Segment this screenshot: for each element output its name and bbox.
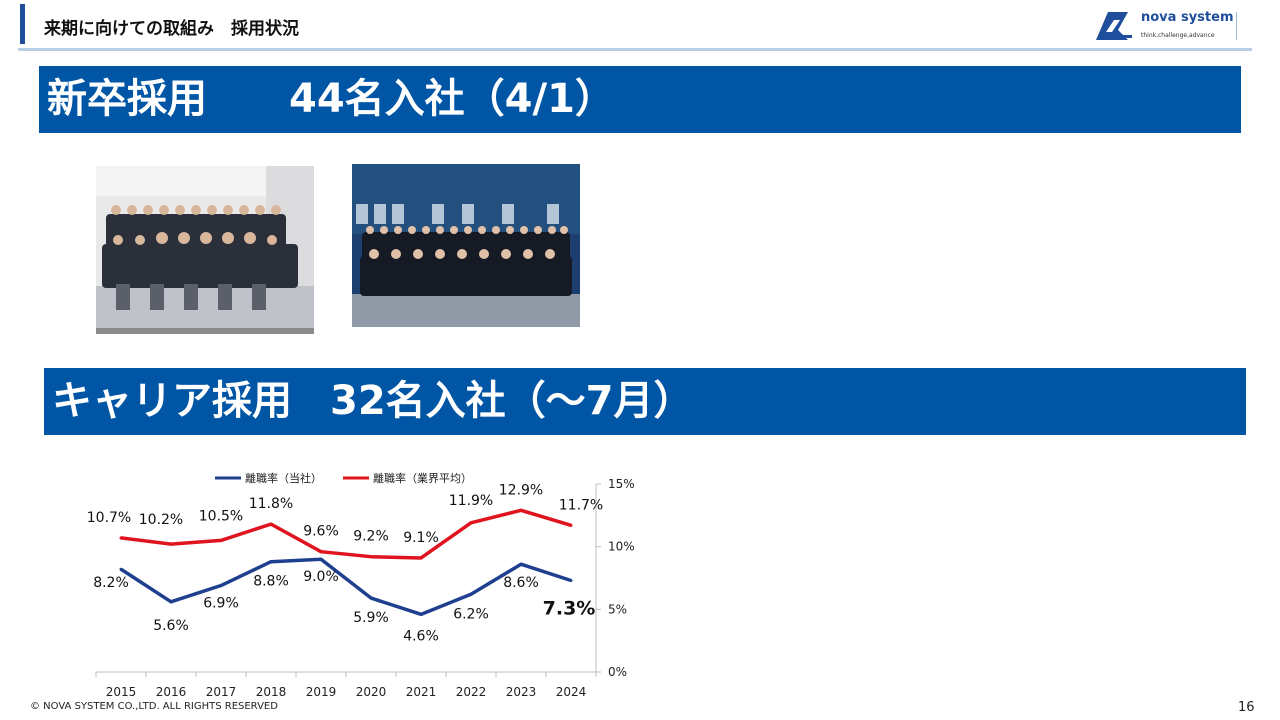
x-tick-label: 2016 (156, 685, 187, 699)
turnover-rate-chart: 0% 5% 10% 15% 2015 2016 2017 2018 2019 2020 2021 20… (60, 466, 660, 702)
company-rate-point (219, 584, 223, 588)
copyright: © NOVA SYSTEM CO.,LTD. ALL RIGHTS RESERV… (30, 701, 278, 712)
industry-rate-label: 10.5% (199, 508, 243, 524)
company-rate-point (419, 612, 423, 616)
new-grad-label: 新卒採用 (47, 76, 207, 122)
legend-label: 離職率（当社） (245, 471, 322, 485)
x-tick-label: 2021 (406, 685, 437, 699)
nova-logo-icon (1094, 10, 1134, 42)
x-tick-label: 2018 (256, 685, 287, 699)
y-tick-label: 0% (608, 665, 627, 679)
x-tick-label: 2022 (456, 685, 487, 699)
company-rate-point (169, 600, 173, 604)
company-rate-point (269, 560, 273, 564)
header-accent-bar (20, 4, 25, 44)
logo-tagline: think,challenge,advance (1141, 32, 1215, 39)
y-tick-label: 10% (608, 540, 635, 554)
industry-rate-point (319, 550, 323, 554)
page-title: 来期に向けての取組み 採用状況 (44, 19, 299, 39)
company-rate-label: 4.6% (403, 628, 439, 644)
y-tick-label: 5% (608, 602, 627, 616)
industry-rate-label: 12.9% (499, 482, 543, 498)
industry-rate-point (169, 542, 173, 546)
turnover-rate-chart-svg: 0% 5% 10% 15% 2015 2016 2017 2018 2019 2020 2021 20… (87, 471, 635, 699)
industry-rate-label: 9.1% (403, 530, 439, 546)
company-rate-label: 7.3% (543, 598, 596, 620)
industry-rate-point (269, 522, 273, 526)
industry-rate-point (369, 555, 373, 559)
career-count: 32名入社（～7月） (330, 378, 694, 424)
new-grad-group-photo-2 (352, 164, 580, 327)
company-rate-label: 5.6% (153, 618, 189, 634)
industry-rate-line (120, 508, 572, 560)
company-rate-label: 8.8% (253, 574, 289, 590)
logo-divider (1236, 12, 1237, 40)
company-rate-label: 8.6% (503, 575, 539, 591)
company-rate-point (519, 562, 523, 566)
industry-rate-label: 11.9% (449, 493, 493, 509)
y-tick-label: 15% (608, 477, 635, 491)
x-tick-label: 2020 (356, 685, 387, 699)
company-rate-label: 6.9% (203, 596, 239, 612)
career-banner: キャリア採用 32名入社（～7月） (44, 368, 1246, 435)
industry-rate-point (519, 508, 523, 512)
industry-rate-point (419, 556, 423, 560)
x-tick-label: 2023 (506, 685, 537, 699)
career-label: キャリア採用 (52, 378, 292, 424)
company-rate-point (369, 596, 373, 600)
logo-name: nova system (1141, 10, 1234, 25)
header-rule (18, 48, 1252, 51)
company-rate-label: 6.2% (453, 606, 489, 622)
new-grad-banner: 新卒採用 44名入社（4/1） (39, 66, 1241, 133)
industry-rate-point (119, 536, 123, 540)
x-tick-label: 2015 (106, 685, 137, 699)
industry-rate-label: 10.2% (139, 512, 183, 528)
x-tick-label: 2024 (556, 685, 587, 699)
new-grad-group-photo-1 (96, 166, 314, 334)
industry-rate-label: 11.7% (559, 497, 603, 513)
industry-rate-label: 9.6% (303, 524, 339, 540)
industry-rate-label: 10.7% (87, 510, 131, 526)
company-rate-label: 8.2% (93, 575, 129, 591)
new-grad-count: 44名入社（4/1） (289, 76, 615, 122)
x-tick-label: 2019 (306, 685, 337, 699)
x-tick-label: 2017 (206, 685, 237, 699)
page-number: 16 (1238, 700, 1255, 715)
industry-rate-label: 11.8% (249, 496, 293, 512)
company-rate-point (319, 557, 323, 561)
industry-rate-point (569, 523, 573, 527)
legend-label: 離職率（業界平均） (373, 471, 472, 485)
company-rate-label: 5.9% (353, 610, 389, 626)
company-rate-point (119, 567, 123, 571)
industry-rate-point (469, 521, 473, 525)
industry-rate-point (219, 538, 223, 542)
company-rate-label: 9.0% (303, 569, 339, 585)
company-rate-line (120, 557, 572, 617)
company-rate-point (569, 579, 573, 583)
industry-rate-label: 9.2% (353, 529, 389, 545)
company-rate-point (469, 592, 473, 596)
